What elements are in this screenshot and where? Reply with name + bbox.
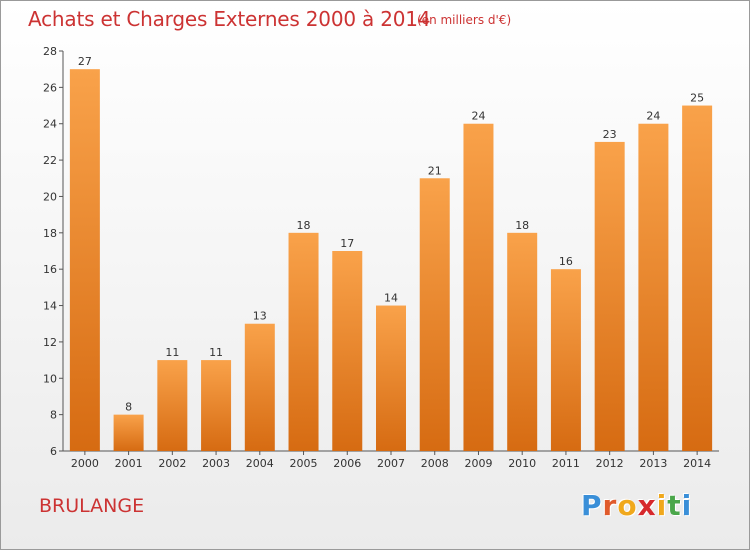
y-tick-label: 16 (43, 263, 57, 276)
value-label-2010: 18 (515, 219, 529, 232)
bar-2006 (332, 251, 363, 451)
bar-2000 (69, 69, 100, 451)
value-label-2009: 24 (471, 110, 485, 123)
value-label-2003: 11 (209, 346, 223, 359)
logo-letter: x (637, 489, 657, 522)
bar-2010 (507, 232, 538, 451)
value-label-2004: 13 (253, 310, 267, 323)
value-label-2000: 27 (78, 55, 92, 68)
logo-letter: i (656, 489, 668, 522)
value-label-2011: 16 (559, 255, 573, 268)
bar-2014 (682, 105, 713, 451)
x-tick-label-2012: 2012 (596, 457, 624, 470)
y-tick-label: 6 (50, 445, 57, 458)
y-tick-label: 12 (43, 336, 57, 349)
bar-2003 (201, 360, 232, 451)
y-axis: 6 8 10 12 14 16 18 20 22 24 26 28 (43, 45, 64, 458)
bar-2012 (594, 141, 625, 451)
logo-letter: t (667, 489, 682, 522)
value-label-2014: 25 (690, 92, 704, 105)
value-label-2012: 23 (603, 128, 617, 141)
x-tick-label-2008: 2008 (421, 457, 449, 470)
bar-2005 (288, 232, 319, 451)
x-tick-label-2014: 2014 (683, 457, 711, 470)
x-tick-label-2005: 2005 (290, 457, 318, 470)
logo-letter: o (617, 489, 638, 522)
bar-2013 (638, 123, 669, 452)
value-label-2005: 18 (297, 219, 311, 232)
value-labels: 27 8 11 11 13 18 17 14 21 24 18 16 23 24 25 (78, 55, 704, 413)
y-tick-label: 8 (50, 409, 57, 422)
x-tick-label-2001: 2001 (115, 457, 143, 470)
bar-2007 (376, 305, 406, 451)
x-tick-label-2006: 2006 (333, 457, 361, 470)
value-label-2008: 21 (428, 164, 442, 177)
y-tick-label: 26 (43, 81, 57, 94)
value-label-2001: 8 (125, 401, 132, 414)
bar-2002 (157, 360, 188, 451)
x-axis: 2000 2001 2002 2003 2004 2005 2006 2007 2008 2009… (63, 450, 719, 470)
logo-letter: r (602, 489, 618, 522)
value-label-2007: 14 (384, 292, 398, 305)
commune-name: BRULANGE (39, 495, 145, 517)
bars (69, 69, 713, 452)
x-tick-label-2011: 2011 (552, 457, 580, 470)
x-tick-label-2002: 2002 (158, 457, 186, 470)
x-tick-label-2000: 2000 (71, 457, 99, 470)
x-tick-label-2013: 2013 (639, 457, 667, 470)
value-label-2006: 17 (340, 237, 354, 250)
bar-2008 (419, 178, 450, 452)
y-tick-label: 18 (43, 227, 57, 240)
y-tick-label: 24 (43, 118, 57, 131)
chart-title: Achats et Charges Externes 2000 à 2014 (28, 7, 431, 31)
value-label-2013: 24 (646, 110, 660, 123)
y-tick-label: 28 (43, 45, 57, 58)
x-tick-label-2009: 2009 (464, 457, 492, 470)
bar-2009 (463, 123, 494, 452)
y-tick-label: 14 (43, 300, 57, 313)
logo-letter: i (681, 489, 693, 522)
logo-letter: P (581, 489, 603, 522)
y-tick-label: 20 (43, 190, 57, 203)
bar-2004 (244, 323, 275, 451)
x-tick-label-2010: 2010 (508, 457, 536, 470)
y-tick-label: 10 (43, 372, 57, 385)
x-tick-label-2004: 2004 (246, 457, 274, 470)
x-tick-label-2003: 2003 (202, 457, 230, 470)
proxiti-logo: Proxiti (581, 489, 692, 522)
x-tick-label-2007: 2007 (377, 457, 405, 470)
chart-subtitle: (en milliers d'€) (417, 13, 512, 27)
bar-2011 (550, 269, 581, 451)
y-tick-label: 22 (43, 154, 57, 167)
bar-2001 (113, 414, 144, 451)
value-label-2002: 11 (165, 346, 179, 359)
